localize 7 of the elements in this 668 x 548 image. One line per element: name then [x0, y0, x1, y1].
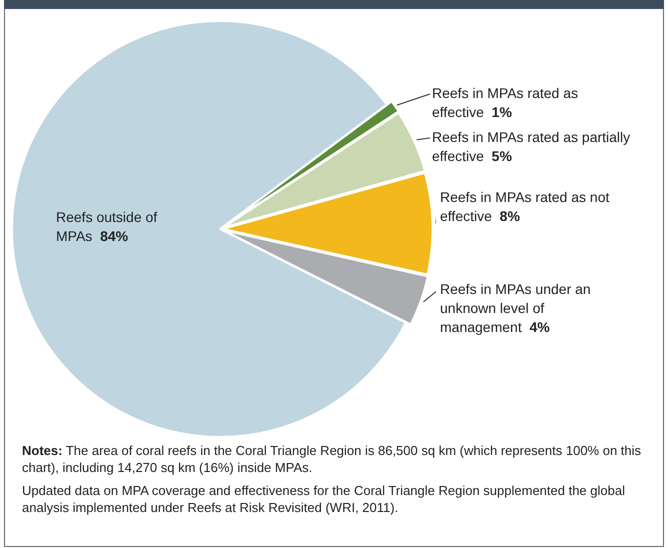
- data-label: 8%: [500, 208, 520, 224]
- text: Notes: The area of coral reefs in the Coral Triangle Region is 86,500 sq km (which represents 100% on this chart), including 14,270 sq km (16%) inside MPAs.: [22, 442, 642, 476]
- data-label: 5%: [492, 148, 512, 164]
- text: Updated data on MPA coverage and effectiveness for the Coral Triangle Region supplemented the global analysis implemented under Reefs at Risk Revisited (WRI, 2011).: [22, 482, 626, 516]
- data-label: 1%: [492, 104, 512, 120]
- data-label: 84%: [100, 228, 128, 244]
- data-label: 4%: [530, 319, 550, 335]
